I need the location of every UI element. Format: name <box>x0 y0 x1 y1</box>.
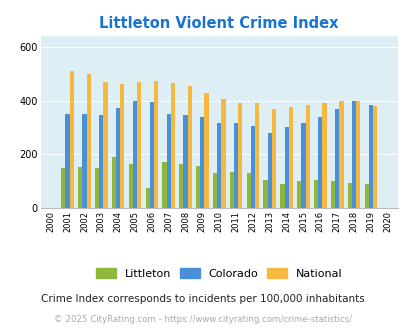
Bar <box>212 173 217 208</box>
Bar <box>296 181 301 208</box>
Bar <box>263 180 267 208</box>
Bar <box>128 164 132 208</box>
Bar <box>82 114 86 208</box>
Bar <box>86 74 90 208</box>
Bar <box>271 109 275 208</box>
Bar <box>368 105 372 208</box>
Bar <box>149 102 153 208</box>
Bar <box>103 82 107 208</box>
Bar <box>162 162 166 208</box>
Bar <box>78 167 82 208</box>
Bar <box>145 188 149 208</box>
Bar <box>322 103 326 208</box>
Legend: Littleton, Colorado, National: Littleton, Colorado, National <box>92 265 345 282</box>
Bar <box>132 101 137 208</box>
Bar <box>61 168 65 208</box>
Bar <box>229 172 233 208</box>
Bar <box>318 117 322 208</box>
Bar <box>137 82 141 208</box>
Bar <box>347 183 351 208</box>
Bar <box>250 126 254 208</box>
Bar <box>99 115 103 208</box>
Text: Crime Index corresponds to incidents per 100,000 inhabitants: Crime Index corresponds to incidents per… <box>41 294 364 304</box>
Bar <box>364 184 368 208</box>
Bar <box>200 117 204 208</box>
Bar <box>204 93 208 208</box>
Bar <box>301 123 305 208</box>
Bar <box>166 114 171 208</box>
Bar <box>217 123 221 208</box>
Bar <box>179 164 183 208</box>
Bar <box>288 107 292 208</box>
Bar <box>171 83 175 208</box>
Bar <box>238 103 242 208</box>
Bar <box>111 157 116 208</box>
Bar <box>153 81 158 208</box>
Bar <box>183 115 187 208</box>
Bar <box>65 114 70 208</box>
Bar <box>339 101 343 208</box>
Bar <box>284 127 288 208</box>
Bar <box>70 71 74 208</box>
Bar <box>254 103 259 208</box>
Title: Littleton Violent Crime Index: Littleton Violent Crime Index <box>99 16 338 31</box>
Bar <box>355 101 360 208</box>
Bar <box>334 109 339 208</box>
Bar <box>305 105 309 208</box>
Bar <box>95 168 99 208</box>
Bar <box>279 184 284 208</box>
Bar <box>330 181 334 208</box>
Bar <box>313 180 318 208</box>
Bar <box>246 173 250 208</box>
Bar <box>233 123 238 208</box>
Bar <box>372 106 376 208</box>
Text: © 2025 CityRating.com - https://www.cityrating.com/crime-statistics/: © 2025 CityRating.com - https://www.city… <box>54 315 351 324</box>
Bar <box>351 101 355 208</box>
Bar <box>221 99 225 208</box>
Bar <box>196 166 200 208</box>
Bar <box>187 86 192 208</box>
Bar <box>267 133 271 208</box>
Bar <box>120 84 124 208</box>
Bar <box>116 108 120 208</box>
